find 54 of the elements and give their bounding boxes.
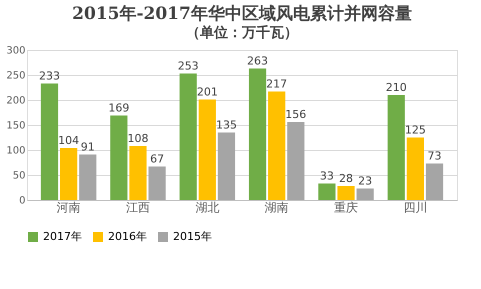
data-label: 253 [178,60,199,72]
y-tick-label: 300 [6,46,26,56]
bar [60,148,78,200]
bar [388,95,405,200]
bar [268,92,286,200]
bar [356,188,374,200]
data-label: 233 [38,70,60,82]
legend-label: 2015年 [173,230,212,243]
data-label: 73 [428,150,442,162]
bar [406,138,424,200]
x-tick-label: 江西 [126,200,150,214]
data-label: 169 [108,102,130,114]
legend-label: 2017年 [43,230,82,243]
x-tick-label: 重庆 [334,200,358,214]
bar [287,122,304,200]
x-tick-label: 湖南 [264,200,289,214]
data-label: 201 [196,86,218,98]
x-tick-label: 河南 [56,200,81,214]
y-tick-label: 50 [12,170,26,182]
y-tick-label: 100 [6,146,26,156]
data-label: 28 [339,172,354,185]
chart-title: 2015年-2017年华中区域风电累计并网容量 [72,4,412,24]
bar [40,84,58,200]
bar [248,68,266,200]
bar [318,184,336,200]
data-label: 104 [58,134,80,147]
chart-subtitle: （单位：万千瓦） [186,24,298,41]
x-tick-label: 湖北 [195,200,220,214]
bar [426,164,444,200]
y-tick-label: 0 [19,196,26,206]
y-tick-label: 200 [6,96,26,106]
bar [198,100,216,200]
data-label: 156 [285,108,306,121]
x-tick-label: 四川 [403,200,428,214]
y-tick-label: 250 [6,70,26,82]
bar [110,116,128,200]
bar [180,74,197,200]
data-label: 23 [358,174,372,188]
data-label: 210 [386,81,407,94]
bar [337,186,355,200]
data-label: 67 [150,152,164,166]
bar [148,166,166,200]
bar [79,154,96,200]
data-label: 91 [80,140,95,154]
y-tick-label: 150 [6,120,26,132]
data-label: 217 [266,78,288,90]
data-label: 108 [127,132,148,145]
data-label: 135 [216,118,237,132]
data-label: 263 [247,54,268,68]
bar [129,146,147,200]
data-label: 125 [404,124,426,136]
data-label: 33 [320,170,334,182]
bar [218,132,236,200]
legend-label: 2016年 [108,230,147,243]
